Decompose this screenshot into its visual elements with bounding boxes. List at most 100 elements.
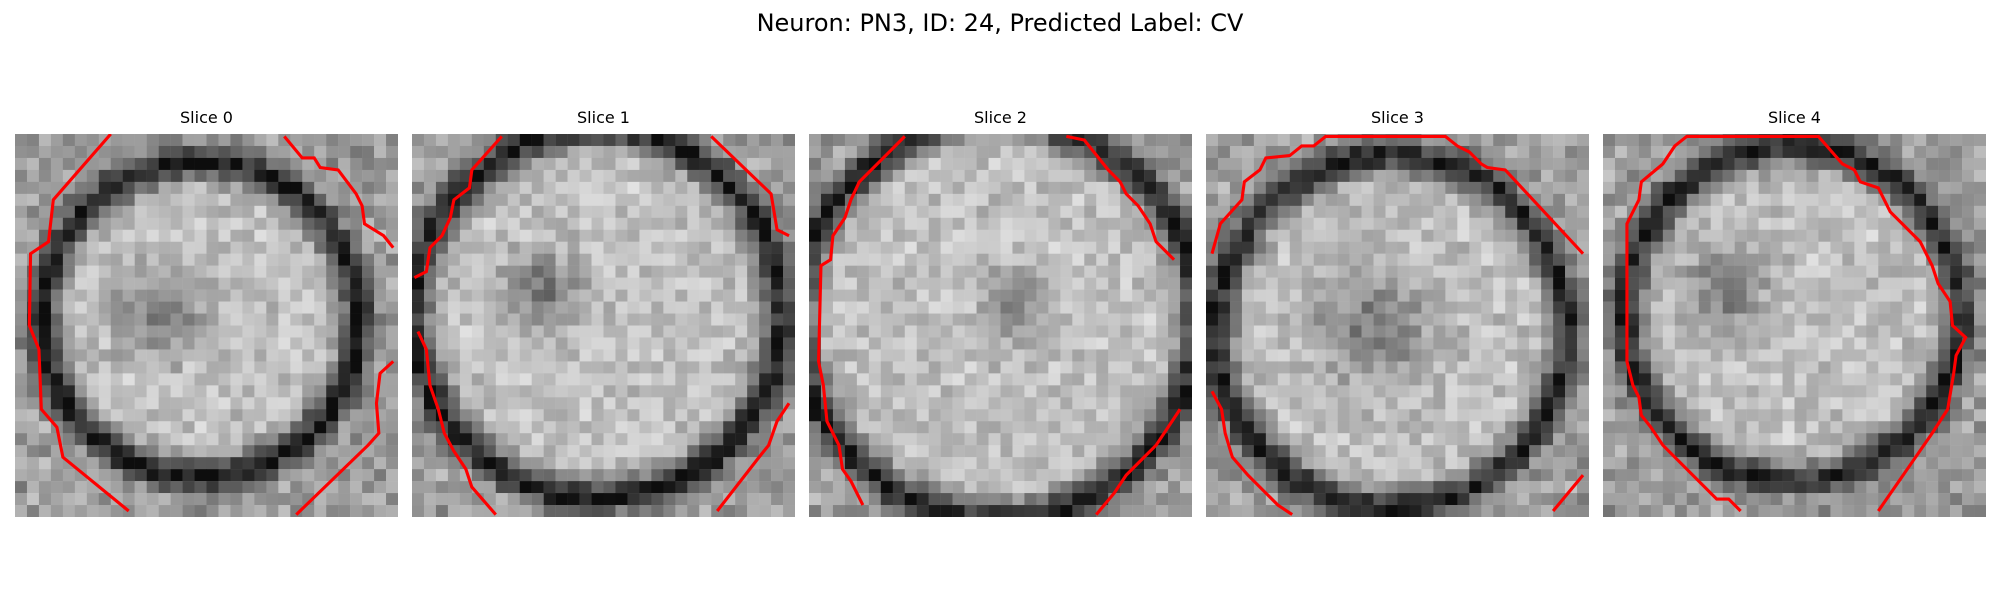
pixel <box>1603 409 1616 422</box>
pixel <box>1277 289 1291 302</box>
pixel <box>1529 145 1542 159</box>
pixel <box>627 397 640 410</box>
pixel <box>230 229 243 242</box>
pixel <box>1614 385 1628 398</box>
pixel <box>1277 421 1291 434</box>
pixel <box>1457 157 1470 171</box>
pixel <box>1217 313 1231 326</box>
pixel <box>555 289 568 302</box>
pixel <box>1878 421 1891 434</box>
pixel <box>519 181 532 195</box>
pixel <box>1084 505 1097 517</box>
pixel <box>483 385 497 398</box>
pixel <box>1012 229 1025 242</box>
pixel <box>1974 193 1986 207</box>
pixel <box>290 469 303 482</box>
pixel <box>1553 289 1566 302</box>
pixel <box>916 397 929 410</box>
pixel <box>699 421 712 434</box>
pixel <box>916 409 929 422</box>
pixel <box>459 409 473 422</box>
pixel <box>771 277 784 290</box>
pixel <box>1650 349 1664 362</box>
pixel <box>1469 373 1482 386</box>
pixel <box>1710 337 1723 350</box>
pixel <box>1229 217 1243 230</box>
pixel <box>206 481 219 494</box>
pixel <box>1421 385 1434 398</box>
pixel <box>1830 385 1843 398</box>
pixel <box>435 493 449 506</box>
pixel <box>916 134 929 147</box>
pixel <box>1445 229 1458 242</box>
pixel <box>74 301 88 314</box>
pixel <box>1421 229 1434 242</box>
pixel <box>1409 205 1422 219</box>
pixel <box>1253 385 1267 398</box>
pixel <box>1120 409 1133 422</box>
pixel <box>615 241 628 254</box>
pixel <box>435 205 449 219</box>
pixel <box>1337 157 1350 171</box>
pixel <box>1481 217 1494 230</box>
pixel <box>1397 301 1410 314</box>
pixel <box>1493 205 1506 219</box>
pixel <box>146 361 159 374</box>
pixel <box>1794 361 1807 374</box>
pixel <box>1253 469 1267 482</box>
pixel <box>1060 349 1073 362</box>
pixel <box>1746 337 1759 350</box>
pixel <box>1180 169 1192 183</box>
pixel <box>1782 277 1795 290</box>
pixel <box>1842 205 1855 219</box>
pixel <box>1866 337 1879 350</box>
pixel <box>543 373 556 386</box>
pixel <box>1241 145 1255 159</box>
pixel <box>856 457 870 470</box>
pixel <box>350 265 363 278</box>
pixel <box>1770 301 1783 314</box>
pixel <box>1120 265 1133 278</box>
pixel <box>290 433 303 446</box>
pixel <box>856 229 870 242</box>
pixel <box>759 457 772 470</box>
pixel <box>1325 481 1338 494</box>
pixel <box>459 241 473 254</box>
pixel <box>1722 229 1735 242</box>
pixel <box>1180 385 1192 398</box>
pixel <box>170 181 183 195</box>
pixel <box>483 289 497 302</box>
pixel <box>627 313 640 326</box>
pixel <box>62 193 76 207</box>
pixel <box>820 169 834 183</box>
pixel <box>1060 205 1073 219</box>
pixel <box>1914 313 1927 326</box>
pixel <box>771 325 784 338</box>
pixel <box>326 505 339 517</box>
pixel <box>266 205 279 219</box>
pixel <box>1084 181 1097 195</box>
pixel <box>1626 397 1640 410</box>
pixel <box>1241 289 1255 302</box>
pixel <box>74 157 88 171</box>
pixel <box>314 265 327 278</box>
pixel <box>1337 469 1350 482</box>
pixel <box>1553 469 1566 482</box>
pixel <box>266 145 279 159</box>
slice-image <box>1206 134 1589 517</box>
pixel <box>254 421 267 434</box>
pixel <box>832 193 846 207</box>
pixel <box>1253 181 1267 195</box>
pixel <box>122 193 135 207</box>
pixel <box>278 349 291 362</box>
pixel <box>747 385 760 398</box>
pixel <box>579 469 592 482</box>
pixel <box>1770 253 1783 266</box>
pixel <box>1902 337 1915 350</box>
pixel <box>15 134 28 147</box>
pixel <box>423 409 437 422</box>
pixel <box>1072 481 1085 494</box>
pixel <box>447 397 461 410</box>
pixel <box>1361 349 1374 362</box>
pixel <box>519 493 532 506</box>
